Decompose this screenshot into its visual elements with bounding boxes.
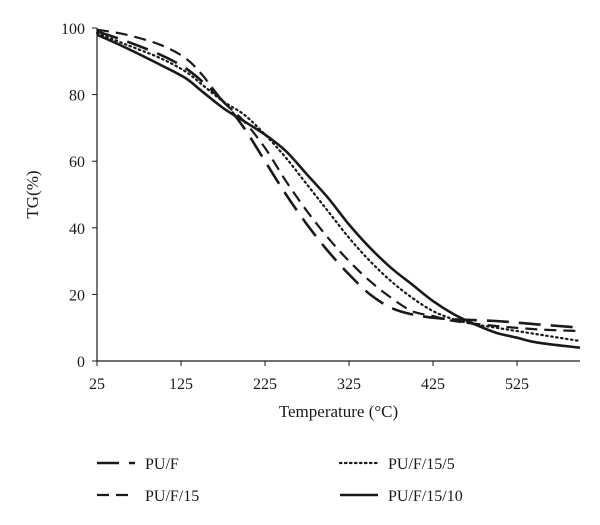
series-line-pu-f-15-10 [96, 33, 581, 349]
x-tick-label: 225 [253, 376, 277, 393]
legend-label-pu-f: PU/F [145, 456, 179, 473]
y-tick-label: 60 [69, 154, 85, 171]
series-line-pu-f [96, 30, 581, 329]
x-axis-label: Temperature (°C) [279, 402, 398, 421]
y-axis-label: TG(%) [23, 170, 42, 218]
legend-label-pu-f-15: PU/F/15 [145, 488, 199, 505]
legend: PU/F PU/F/15/5 PU/F/15 PU/F/15/10 [97, 456, 463, 505]
y-ticks: 0 20 40 60 80 100 [61, 21, 97, 371]
legend-label-pu-f-15-5: PU/F/15/5 [388, 456, 455, 473]
plot-area [95, 28, 582, 349]
y-tick-label: 80 [69, 88, 85, 105]
y-tick-label: 20 [69, 287, 85, 304]
x-tick-label: 325 [337, 376, 361, 393]
x-tick-label: 425 [421, 376, 445, 393]
x-tick-label: 125 [169, 376, 193, 393]
y-tick-label: 100 [61, 21, 85, 38]
axes [96, 28, 580, 362]
legend-label-pu-f-15-10: PU/F/15/10 [388, 488, 463, 505]
x-ticks: 25 125 225 325 425 525 [89, 361, 529, 393]
series-line-pu-f-15 [96, 28, 581, 333]
x-tick-label: 25 [89, 376, 105, 393]
y-tick-label: 0 [77, 354, 85, 371]
y-tick-label: 40 [69, 221, 85, 238]
x-tick-label: 525 [505, 376, 529, 393]
series-line-pu-f-15-5 [95, 31, 582, 343]
